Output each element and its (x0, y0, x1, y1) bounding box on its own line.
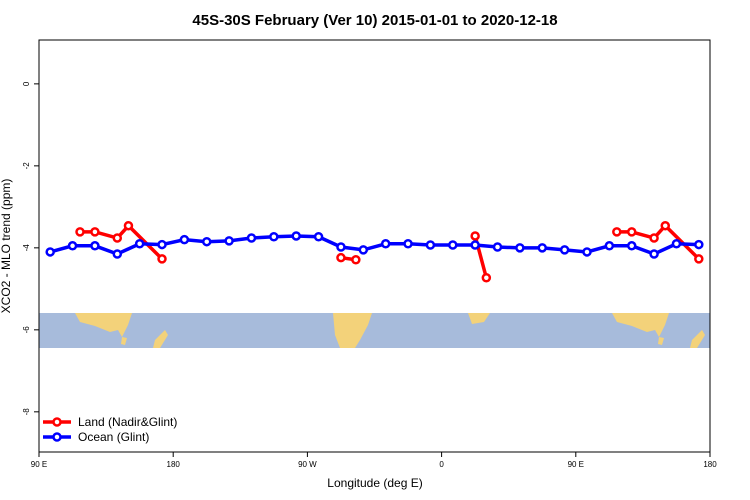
point (537, 243, 547, 253)
y-tick-label: -2 (22, 162, 31, 170)
plot-frame (38, 39, 711, 453)
point (604, 241, 615, 251)
point (112, 249, 123, 259)
point (649, 249, 659, 259)
point (67, 241, 78, 251)
point (157, 239, 167, 250)
point (626, 241, 637, 251)
point (559, 245, 570, 255)
point (336, 242, 346, 252)
x-axis-label: Longitude (deg E) (327, 476, 422, 490)
point (112, 233, 123, 243)
y-tick-label: -4 (22, 244, 31, 252)
point (246, 233, 257, 243)
point (649, 233, 659, 243)
point (612, 227, 622, 237)
point (448, 240, 458, 250)
x-tick-label: 90 W (298, 460, 317, 469)
point (123, 220, 134, 231)
point (351, 254, 361, 265)
point (694, 254, 704, 264)
point (291, 231, 301, 241)
point (380, 238, 391, 249)
legend-label: Ocean (Glint) (78, 430, 149, 444)
point (224, 236, 234, 246)
point (626, 227, 637, 237)
series-line (80, 223, 701, 279)
point (492, 242, 503, 252)
point (582, 247, 592, 257)
point (45, 247, 55, 257)
point (179, 234, 190, 245)
point (336, 252, 346, 263)
x-tick-label: 90 E (31, 460, 47, 469)
point (269, 232, 279, 242)
legend-marker (52, 432, 62, 442)
point (425, 240, 436, 250)
point (470, 240, 480, 250)
point (470, 231, 480, 241)
series-line (49, 234, 699, 256)
point (694, 239, 704, 250)
point (660, 220, 671, 231)
point (134, 238, 145, 249)
x-tick-label: 90 E (568, 460, 584, 469)
x-tick-label: 180 (167, 460, 181, 469)
legend-label: Land (Nadir&Glint) (78, 415, 177, 429)
y-tick-label: 0 (22, 81, 31, 86)
point (90, 227, 100, 237)
point (90, 241, 100, 251)
point (515, 243, 525, 253)
legend-marker (52, 417, 62, 427)
x-tick-label: 0 (439, 460, 444, 469)
point (202, 236, 212, 247)
y-tick-label: -8 (22, 408, 31, 416)
point (671, 238, 682, 249)
point (358, 245, 369, 255)
map-strip (39, 313, 710, 348)
y-tick-label: -6 (22, 326, 31, 334)
point (75, 227, 85, 237)
y-axis-label: XCO2 - MLO trend (ppm) (0, 179, 13, 314)
point (481, 273, 492, 283)
point (403, 238, 413, 249)
chart-title: 45S-30S February (Ver 10) 2015-01-01 to … (192, 12, 557, 29)
point (313, 232, 324, 242)
point (157, 254, 167, 264)
x-tick-label: 180 (703, 460, 717, 469)
